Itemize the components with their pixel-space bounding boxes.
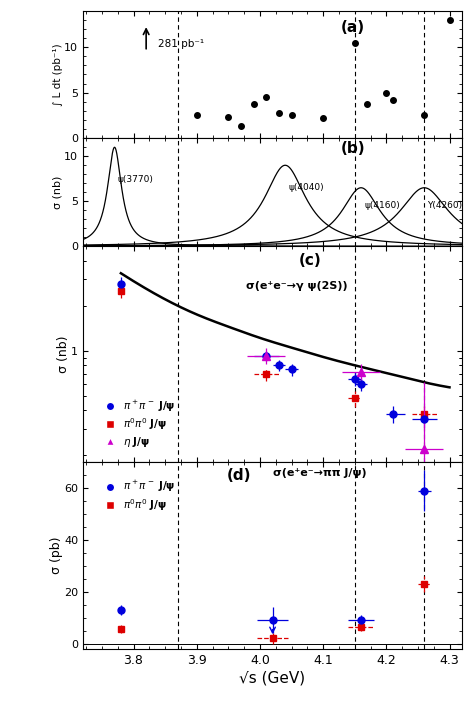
Point — [250, 98, 257, 109]
Point — [319, 113, 327, 124]
Point — [446, 14, 453, 26]
Point — [193, 110, 201, 121]
Point — [383, 87, 390, 99]
Point — [420, 110, 428, 121]
Point — [225, 111, 232, 123]
Point — [275, 107, 283, 118]
Text: (c): (c) — [299, 252, 322, 268]
X-axis label: √s (GeV): √s (GeV) — [239, 671, 306, 686]
Point — [237, 121, 245, 132]
Text: (d): (d) — [227, 468, 252, 483]
Text: 281 pb⁻¹: 281 pb⁻¹ — [157, 39, 204, 49]
Legend: $\pi^+\pi^-$ $\bf{J/\psi}$, $\pi^0\pi^0$ $\bf{J/\psi}$, $\eta$ $\bf{J/\psi}$: $\pi^+\pi^-$ $\bf{J/\psi}$, $\pi^0\pi^0$… — [96, 394, 179, 452]
Point — [389, 94, 396, 106]
Text: ψ(3770): ψ(3770) — [117, 175, 153, 184]
Text: σ(e⁺e⁻→ππ J/ψ): σ(e⁺e⁻→ππ J/ψ) — [273, 468, 366, 478]
Point — [364, 98, 371, 109]
Text: ψ(4040): ψ(4040) — [288, 183, 324, 192]
Text: ψ(4160): ψ(4160) — [364, 201, 400, 210]
Y-axis label: σ (nb): σ (nb) — [53, 176, 63, 209]
Y-axis label: σ (nb): σ (nb) — [57, 335, 70, 373]
Point — [263, 91, 270, 103]
Y-axis label: σ (pb): σ (pb) — [50, 537, 63, 574]
Text: (b): (b) — [341, 142, 365, 157]
Legend: $\pi^+\pi^-$ $\bf{J/\psi}$, $\pi^0\pi^0$ $\bf{J/\psi}$: $\pi^+\pi^-$ $\bf{J/\psi}$, $\pi^0\pi^0$… — [96, 475, 179, 517]
Text: Y(4260): Y(4260) — [428, 201, 463, 210]
Y-axis label: ∫ L dt (pb⁻¹): ∫ L dt (pb⁻¹) — [53, 43, 63, 106]
Text: (a): (a) — [341, 20, 365, 35]
Text: σ(e⁺e⁻→γ ψ(2S)): σ(e⁺e⁻→γ ψ(2S)) — [246, 281, 347, 291]
Point — [351, 37, 358, 48]
Point — [288, 109, 295, 121]
